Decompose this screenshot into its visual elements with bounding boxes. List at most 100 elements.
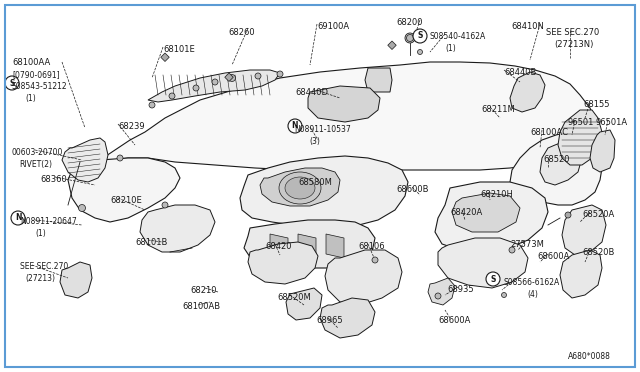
Polygon shape	[435, 182, 548, 252]
Text: RIVET(2): RIVET(2)	[19, 160, 52, 169]
Text: 00603-20700: 00603-20700	[12, 148, 63, 157]
Text: 68520A: 68520A	[582, 210, 614, 219]
Circle shape	[277, 71, 283, 77]
Text: 68935: 68935	[447, 285, 474, 294]
Text: 68520B: 68520B	[582, 248, 614, 257]
Polygon shape	[510, 72, 545, 112]
Circle shape	[212, 79, 218, 85]
Polygon shape	[248, 242, 318, 284]
Circle shape	[228, 74, 236, 81]
Text: 68100AA: 68100AA	[12, 58, 51, 67]
Polygon shape	[320, 298, 375, 338]
Polygon shape	[325, 250, 402, 305]
Polygon shape	[298, 234, 316, 258]
Polygon shape	[286, 288, 322, 320]
Text: S: S	[10, 78, 15, 87]
Text: 68155: 68155	[583, 100, 609, 109]
Text: 68210: 68210	[190, 286, 216, 295]
Circle shape	[417, 49, 422, 55]
Text: 68440D: 68440D	[295, 88, 328, 97]
Text: 68239: 68239	[118, 122, 145, 131]
Text: (1): (1)	[25, 94, 36, 103]
Text: N: N	[292, 122, 298, 131]
Ellipse shape	[285, 177, 315, 199]
Circle shape	[162, 202, 168, 208]
Polygon shape	[428, 278, 455, 305]
Polygon shape	[68, 158, 180, 222]
Circle shape	[149, 102, 155, 108]
Circle shape	[193, 85, 199, 91]
Polygon shape	[140, 205, 215, 252]
Circle shape	[79, 205, 86, 212]
Text: N08911-20647: N08911-20647	[20, 217, 77, 226]
Bar	[388, 41, 396, 49]
Polygon shape	[260, 168, 340, 206]
Text: 68600A: 68600A	[438, 316, 470, 325]
Text: 68420: 68420	[265, 242, 291, 251]
Text: 68600B: 68600B	[396, 185, 429, 194]
Circle shape	[288, 119, 302, 133]
Text: 68360: 68360	[40, 175, 67, 184]
Bar	[225, 73, 233, 81]
Text: (27213N): (27213N)	[554, 40, 593, 49]
Polygon shape	[510, 130, 602, 205]
Text: S: S	[490, 275, 496, 283]
Text: (3): (3)	[309, 137, 320, 146]
Circle shape	[486, 275, 493, 282]
Text: 68260: 68260	[228, 28, 255, 37]
Polygon shape	[148, 70, 280, 102]
Text: A680*0088: A680*0088	[568, 352, 611, 361]
Text: 68106: 68106	[358, 242, 385, 251]
Polygon shape	[365, 68, 392, 92]
Text: 68965: 68965	[316, 316, 342, 325]
Circle shape	[11, 211, 25, 225]
Text: [0790-0691]: [0790-0691]	[12, 70, 60, 79]
Text: 27573M: 27573M	[510, 240, 544, 249]
Polygon shape	[270, 234, 288, 258]
Polygon shape	[62, 138, 108, 182]
Polygon shape	[540, 140, 582, 185]
Circle shape	[565, 212, 571, 218]
Circle shape	[413, 29, 427, 43]
Polygon shape	[100, 62, 598, 170]
Circle shape	[169, 93, 175, 99]
Polygon shape	[240, 156, 408, 228]
Polygon shape	[590, 130, 615, 172]
Text: 68520: 68520	[543, 155, 570, 164]
Circle shape	[405, 33, 415, 43]
Text: 96501A: 96501A	[596, 118, 628, 127]
Polygon shape	[452, 193, 520, 232]
Text: S08540-4162A: S08540-4162A	[430, 32, 486, 41]
Polygon shape	[560, 250, 602, 298]
Circle shape	[255, 73, 261, 79]
Text: 68200: 68200	[396, 18, 422, 27]
Text: (27213): (27213)	[25, 274, 55, 283]
Text: S08543-51212: S08543-51212	[12, 82, 68, 91]
Text: (1): (1)	[445, 44, 456, 53]
Text: 68520M: 68520M	[277, 293, 311, 302]
Text: 68440B: 68440B	[504, 68, 536, 77]
Text: (1): (1)	[35, 229, 45, 238]
Text: 68410N: 68410N	[511, 22, 544, 31]
Polygon shape	[308, 86, 380, 122]
Text: 68100AC: 68100AC	[530, 128, 568, 137]
Polygon shape	[558, 110, 602, 165]
Circle shape	[406, 35, 413, 42]
Circle shape	[5, 76, 19, 90]
Text: 68101B: 68101B	[135, 238, 168, 247]
Text: N: N	[15, 214, 21, 222]
Bar	[161, 53, 169, 61]
Text: 68210H: 68210H	[480, 190, 513, 199]
Circle shape	[117, 155, 123, 161]
Text: 69100A: 69100A	[317, 22, 349, 31]
Polygon shape	[562, 205, 606, 255]
Text: 68210E: 68210E	[110, 196, 141, 205]
Polygon shape	[326, 234, 344, 258]
Polygon shape	[438, 238, 528, 288]
Text: (4): (4)	[527, 290, 538, 299]
Ellipse shape	[279, 172, 321, 204]
Text: SEE SEC.270: SEE SEC.270	[20, 262, 68, 271]
Text: SEE SEC.270: SEE SEC.270	[546, 28, 599, 37]
Polygon shape	[60, 262, 92, 298]
Polygon shape	[244, 220, 375, 268]
